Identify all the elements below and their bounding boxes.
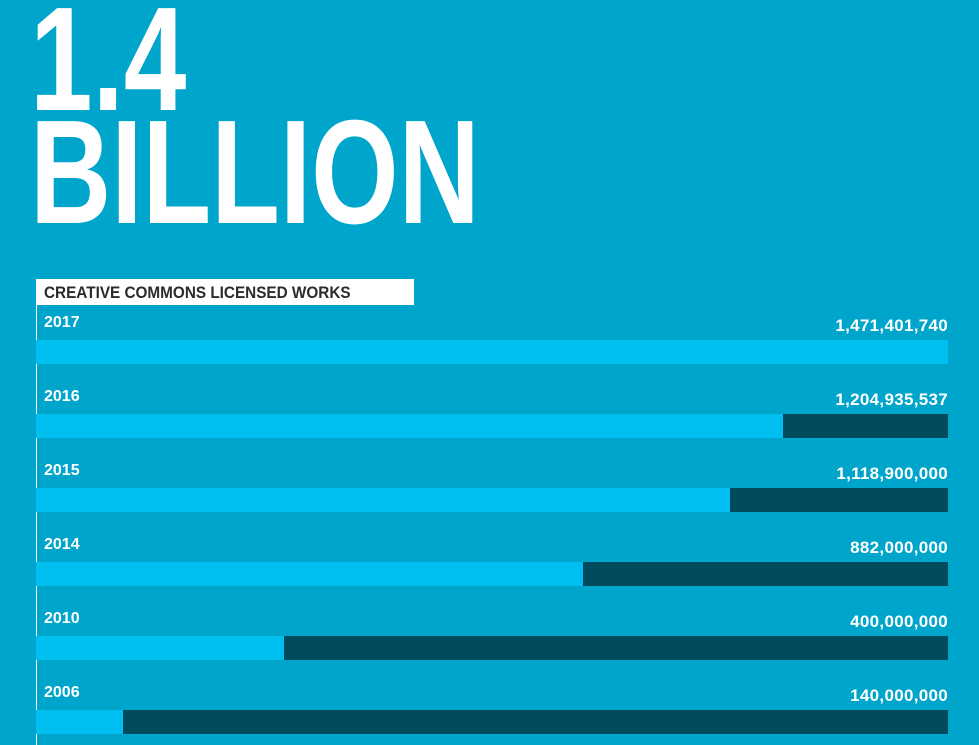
bar-track [36, 414, 948, 438]
value-label: 140,000,000 [850, 686, 948, 705]
bar-track [36, 562, 948, 586]
value-label: 1,471,401,740 [835, 316, 948, 335]
headline-unit: BILLION [30, 90, 480, 255]
value-label: 1,204,935,537 [835, 390, 948, 409]
year-label: 2017 [44, 314, 80, 331]
bar-row: 2016 1,204,935,537 [36, 388, 948, 448]
bar-track [36, 488, 948, 512]
bar-row: 2015 1,118,900,000 [36, 462, 948, 522]
year-label: 2006 [44, 684, 80, 701]
bar [36, 710, 123, 734]
bar [36, 636, 284, 660]
bar-row: 2010 400,000,000 [36, 610, 948, 670]
year-label: 2015 [44, 462, 80, 479]
year-label: 2016 [44, 388, 80, 405]
bar-row: 2006 140,000,000 [36, 684, 948, 744]
bar-track [36, 636, 948, 660]
bar [36, 562, 583, 586]
value-label: 882,000,000 [850, 538, 948, 557]
bar-row: 2014 882,000,000 [36, 536, 948, 596]
bar-row: 2017 1,471,401,740 [36, 314, 948, 374]
year-label: 2010 [44, 610, 80, 627]
bar-track [36, 340, 948, 364]
bar [36, 340, 948, 364]
chart-title: CREATIVE COMMONS LICENSED WORKS [36, 279, 414, 305]
axis-line [36, 305, 37, 745]
bar [36, 414, 783, 438]
bar [36, 488, 730, 512]
headline-number: 1.4 [30, 0, 187, 142]
value-label: 400,000,000 [850, 612, 948, 631]
value-label: 1,118,900,000 [836, 464, 948, 483]
year-label: 2014 [44, 536, 80, 553]
bar-track [36, 710, 948, 734]
